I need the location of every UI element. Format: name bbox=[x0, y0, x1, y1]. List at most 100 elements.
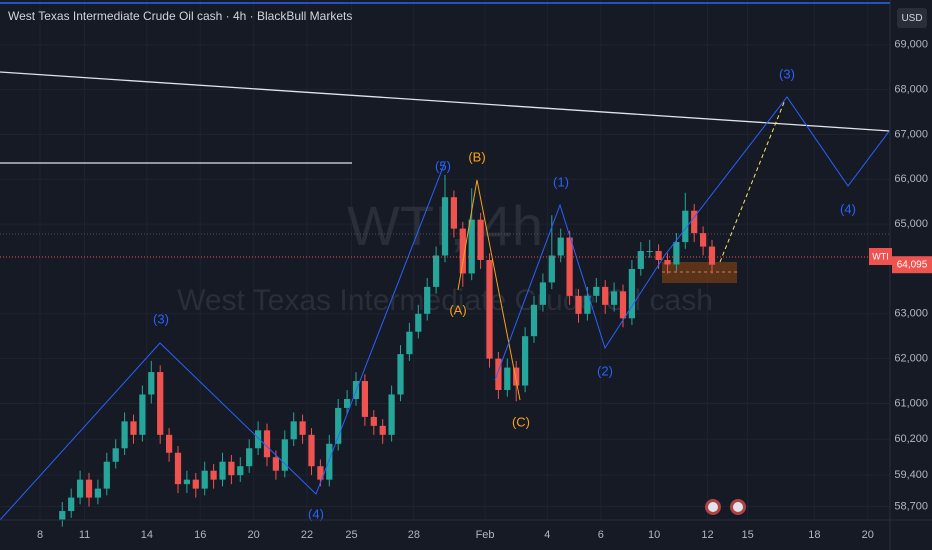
candle-body bbox=[290, 421, 297, 440]
candle-body bbox=[406, 331, 413, 355]
x-tick-label: Feb bbox=[476, 529, 495, 541]
y-tick-label: 59,400 bbox=[894, 469, 928, 481]
candle-body bbox=[691, 210, 698, 234]
price-axis bbox=[890, 0, 932, 550]
candle-body bbox=[85, 479, 93, 498]
x-tick-label: 20 bbox=[862, 529, 874, 541]
candle-body bbox=[121, 421, 128, 449]
candle-body bbox=[379, 425, 386, 435]
candle-body bbox=[76, 479, 84, 498]
candle-body bbox=[477, 219, 484, 260]
candle-body bbox=[593, 286, 600, 296]
candle-body bbox=[424, 286, 431, 314]
chart-title: West Texas Intermediate Crude Oil cash ·… bbox=[8, 9, 352, 23]
candle-body bbox=[602, 286, 609, 305]
projection-dash bbox=[719, 99, 786, 263]
wave-label: (B) bbox=[468, 149, 485, 164]
y-tick-label: 68,000 bbox=[894, 84, 928, 96]
x-tick-label: 4 bbox=[544, 529, 550, 541]
candle-body bbox=[646, 251, 653, 253]
candle-body bbox=[210, 470, 217, 480]
candle-body bbox=[441, 197, 449, 256]
candle-body bbox=[575, 295, 582, 314]
symbol-label: WTI bbox=[872, 251, 889, 261]
trend-line bbox=[0, 71, 891, 132]
candle-body bbox=[468, 219, 475, 274]
wave-label: (1) bbox=[553, 174, 569, 189]
candle-body bbox=[432, 255, 440, 287]
candle-body bbox=[513, 367, 520, 386]
candle-body bbox=[459, 228, 466, 274]
candle-body bbox=[673, 242, 680, 265]
wave-line bbox=[0, 161, 446, 521]
candle-body bbox=[219, 461, 226, 480]
y-tick-label: 61,000 bbox=[894, 397, 928, 409]
currency[interactable]: USD bbox=[901, 13, 922, 24]
y-tick-label: 66,000 bbox=[894, 173, 928, 185]
candle-body bbox=[130, 421, 137, 435]
annotations: (3) (4) (5) (B) (A) (C) (1) (2) (3) (4) bbox=[153, 66, 856, 521]
candle-body bbox=[139, 394, 146, 435]
x-tick-label: 12 bbox=[701, 529, 713, 541]
candle-body bbox=[246, 448, 253, 467]
x-tick-label: 14 bbox=[141, 529, 153, 541]
currency-button[interactable] bbox=[897, 8, 927, 28]
candle-body bbox=[397, 354, 404, 395]
x-tick-label: 28 bbox=[408, 529, 420, 541]
candle-body bbox=[148, 372, 155, 395]
candle-body bbox=[174, 452, 182, 485]
x-tick-label: 10 bbox=[648, 529, 660, 541]
candle-body bbox=[610, 291, 618, 305]
y-tick-label: 62,000 bbox=[894, 353, 928, 365]
event-icon-inner[interactable] bbox=[708, 502, 718, 512]
candle-body bbox=[361, 381, 369, 417]
candle-body bbox=[157, 372, 164, 435]
candle-body bbox=[335, 407, 342, 444]
candle-body bbox=[655, 251, 662, 260]
candle-body bbox=[343, 398, 351, 408]
candle-body bbox=[566, 237, 573, 296]
x-tick-label: 18 bbox=[808, 529, 820, 541]
candle-body bbox=[415, 313, 422, 332]
axes: 69,000 68,000 67,000 66,000 65,000 63,000 62,0… bbox=[37, 39, 932, 541]
wave-label: (A) bbox=[449, 302, 466, 317]
candle-body bbox=[530, 304, 538, 337]
candle-body bbox=[637, 251, 644, 269]
x-tick-label: 16 bbox=[194, 529, 206, 541]
candle-body bbox=[388, 394, 395, 435]
y-tick-label: 65,000 bbox=[894, 218, 928, 230]
candle-body bbox=[450, 197, 458, 229]
wave-label: (4) bbox=[840, 201, 856, 216]
candle-body bbox=[557, 237, 564, 256]
candle-body bbox=[201, 470, 208, 489]
last-price-label: 64,095 bbox=[897, 259, 928, 270]
x-tick-label: 8 bbox=[37, 529, 43, 541]
candle-body bbox=[370, 416, 377, 426]
y-tick-label: 67,000 bbox=[894, 128, 928, 140]
event-icon-inner[interactable] bbox=[733, 502, 743, 512]
wave-label: (3) bbox=[153, 311, 169, 326]
candle-body bbox=[237, 466, 244, 476]
x-tick-label: 22 bbox=[301, 529, 313, 541]
candle-body bbox=[486, 260, 493, 359]
candle-body bbox=[521, 336, 529, 386]
candle-body bbox=[281, 439, 288, 471]
candle-body bbox=[699, 233, 707, 247]
candle-body bbox=[183, 479, 191, 485]
wave-label: (3) bbox=[779, 66, 795, 81]
candle-body bbox=[94, 488, 102, 498]
candle-body bbox=[228, 461, 235, 476]
candle-body bbox=[326, 443, 333, 480]
candle-body bbox=[68, 497, 75, 512]
candle-body bbox=[682, 210, 689, 243]
x-tick-label: 25 bbox=[345, 529, 357, 541]
candle-body bbox=[539, 282, 547, 305]
x-tick-label: 20 bbox=[248, 529, 260, 541]
candle-body bbox=[664, 260, 671, 265]
candle-body bbox=[59, 511, 66, 520]
symbol-badge bbox=[869, 248, 892, 265]
wave-label: (2) bbox=[597, 363, 613, 378]
y-tick-label: 69,000 bbox=[894, 39, 928, 51]
x-tick-label: 6 bbox=[598, 529, 604, 541]
